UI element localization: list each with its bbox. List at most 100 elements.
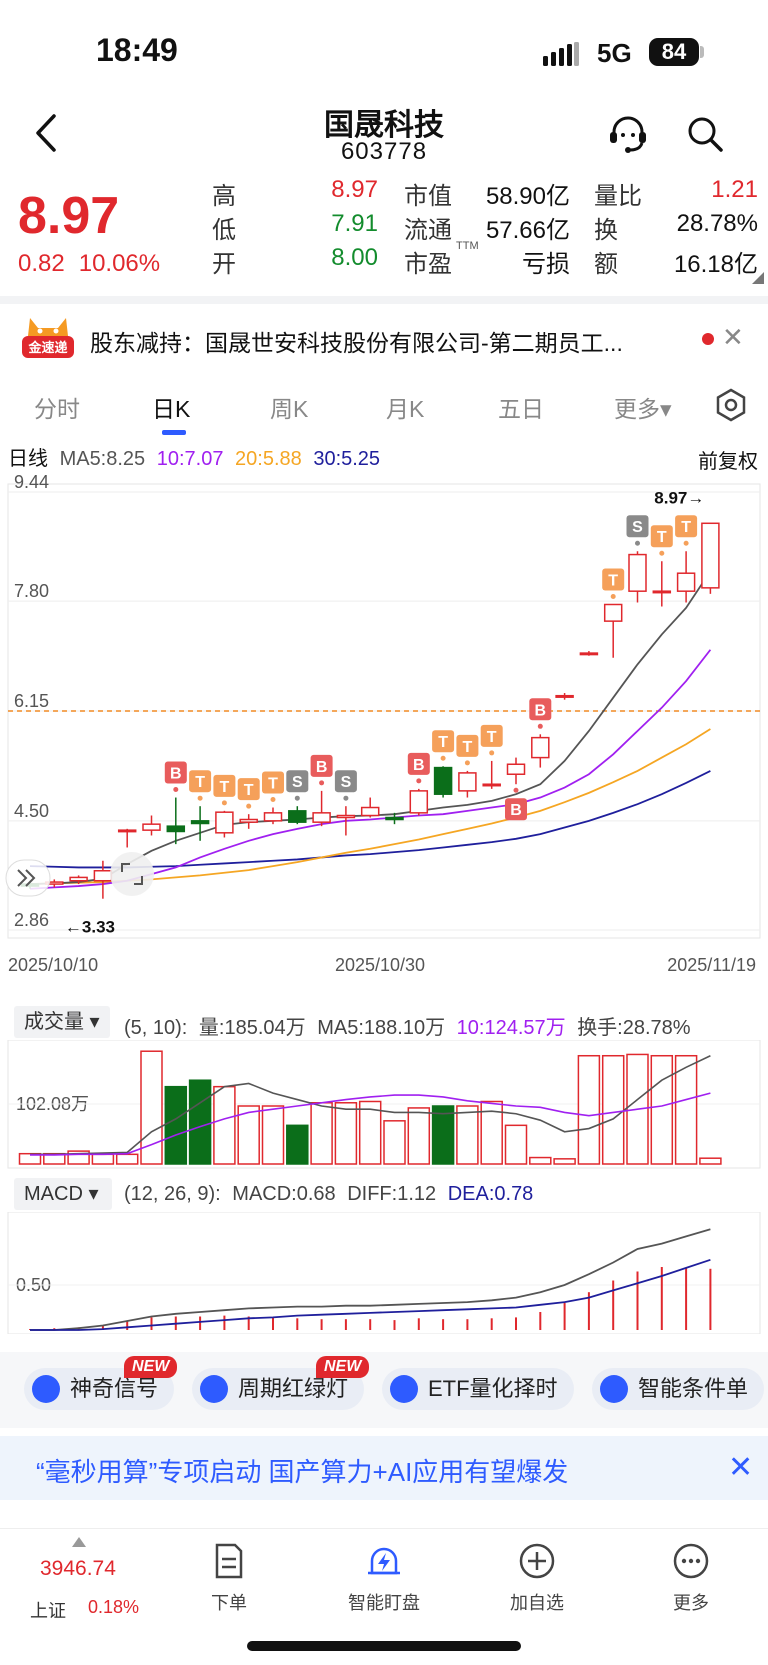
- nav-order[interactable]: 下单: [174, 1541, 284, 1615]
- volume-ma10-line: [30, 1092, 711, 1156]
- ma5-value: MA5:8.25: [59, 448, 146, 470]
- settings-icon[interactable]: [714, 388, 748, 422]
- adjust-mode[interactable]: 前复权: [698, 451, 758, 473]
- feature-smart-order[interactable]: 智能条件单: [592, 1368, 764, 1410]
- signal-dot: [489, 750, 495, 756]
- feature-cycle-light[interactable]: 周期红绿灯 NEW: [192, 1356, 370, 1410]
- signal-badge: [529, 698, 552, 721]
- candle: [628, 551, 647, 603]
- volume-value: 量:185.04万: [198, 1017, 306, 1039]
- candle: [409, 788, 429, 816]
- notice-close-icon[interactable]: ✕: [722, 322, 744, 352]
- signal-label: B: [413, 757, 425, 774]
- notice-text: 股东减持：国晟世安科技股份有限公司-第二期员工...: [90, 330, 623, 356]
- volume-bar: [237, 1105, 260, 1165]
- signal-badge: [310, 754, 333, 777]
- nav-label: 更多: [673, 1593, 709, 1613]
- back-icon[interactable]: [28, 108, 68, 158]
- candle: [506, 757, 526, 785]
- promo-banner[interactable]: “毫秒用算”专项启动 国产算力+AI应用有望爆发 ✕: [0, 1436, 768, 1500]
- mktcap-label: 市值: [404, 183, 452, 210]
- ma-legend: 日线 MA5:8.25 10:7.07 20:5.88 30:5.25: [8, 442, 386, 471]
- signal-badge: [189, 770, 212, 793]
- volume-bar: [553, 1158, 576, 1165]
- volume-indicator-selector[interactable]: 成交量 ▾: [14, 1006, 110, 1038]
- tab-monthly-k[interactable]: 月K: [386, 396, 425, 422]
- signal-marker: S: [626, 515, 649, 546]
- ma20-value: 20:5.88: [235, 448, 302, 470]
- candle-body: [93, 870, 113, 882]
- change-value: 0.82: [18, 250, 65, 277]
- macd-frame: [7, 1212, 761, 1334]
- signal-label: T: [608, 572, 618, 589]
- volume-chart[interactable]: 102.08万: [0, 1040, 768, 1170]
- index-value: 3946.74: [40, 1557, 116, 1580]
- volume-bar: [431, 1105, 455, 1165]
- expand-corner-icon[interactable]: [752, 272, 764, 284]
- nav-add-watchlist[interactable]: 加自选: [482, 1541, 592, 1615]
- signal-dot: [197, 795, 203, 801]
- tab-weekly-k[interactable]: 周K: [270, 396, 309, 422]
- signal-dot: [246, 803, 252, 809]
- change-percent: 10.06%: [78, 250, 161, 277]
- signal-dot: [173, 787, 179, 793]
- signal-icon: [543, 42, 579, 66]
- nav-smart-watch[interactable]: 智能盯盘: [329, 1541, 439, 1615]
- signal-dot: [464, 760, 470, 766]
- quote-panel: 8.97 0.82 10.06% 高 低 开 8.97 7.91 8.00 市值 …: [0, 172, 768, 290]
- banner-close-icon[interactable]: ✕: [728, 1451, 754, 1484]
- index-widget[interactable]: 3946.74 上证 0.18%: [0, 1529, 150, 1639]
- battery-icon: 84: [649, 38, 699, 66]
- signal-marker: S: [286, 770, 309, 801]
- candle: [117, 828, 137, 848]
- signal-marker: T: [675, 515, 698, 546]
- battery-cap: [700, 46, 704, 58]
- tab-five-day[interactable]: 五日: [498, 396, 544, 422]
- y-tick-label: 4.50: [14, 801, 49, 821]
- pe-value: 亏损: [522, 251, 570, 278]
- feature-etf-timing[interactable]: ETF量化择时: [382, 1368, 574, 1410]
- signal-label: B: [510, 802, 522, 819]
- volume-bar: [456, 1105, 479, 1165]
- volume-bar: [577, 1054, 601, 1165]
- tab-intraday[interactable]: 分时: [34, 396, 80, 422]
- volume-turnover: 换手:28.78%: [577, 1017, 691, 1039]
- price-change: 0.82 10.06%: [18, 250, 174, 278]
- notice-bar[interactable]: 金速递 股东减持：国晟世安科技股份有限公司-第二期员工...: [0, 306, 768, 372]
- low-value: 7.91: [331, 210, 378, 237]
- candle-body: [190, 820, 210, 825]
- volume-bar: [261, 1105, 285, 1165]
- tab-more[interactable]: 更多▾: [614, 396, 672, 422]
- candle-body: [166, 825, 186, 833]
- feature-magic-signal[interactable]: 神奇信号 NEW: [24, 1356, 178, 1410]
- signal-label: T: [268, 776, 278, 793]
- candle: [701, 522, 720, 594]
- tab-daily-k[interactable]: 日K: [152, 396, 191, 422]
- nav-more[interactable]: 更多: [636, 1541, 746, 1615]
- plus-circle-icon: [519, 1543, 555, 1579]
- express-logo-text: 金速递: [27, 340, 67, 355]
- signal-marker: T: [456, 734, 479, 766]
- search-icon[interactable]: [685, 114, 725, 154]
- up-triangle-icon: [72, 1537, 86, 1547]
- signal-label: T: [438, 734, 448, 751]
- customer-service-icon[interactable]: [606, 112, 650, 156]
- signal-badge: [164, 761, 187, 784]
- dea-value: DEA:0.78: [447, 1183, 534, 1205]
- stock-name: 国晟科技: [324, 109, 444, 142]
- pe-label: 市盈: [404, 251, 452, 278]
- signal-badge: [334, 770, 357, 793]
- candle-body: [288, 810, 307, 823]
- active-tab-indicator: [162, 430, 186, 435]
- signal-marker: B: [505, 787, 527, 821]
- signal-marker: T: [213, 774, 236, 806]
- index-name: 上证: [30, 1601, 66, 1621]
- signal-label: B: [170, 766, 182, 783]
- high-label: 高: [212, 183, 236, 210]
- candlestick-chart[interactable]: 9.44 7.80 6.15 4.50 2.86 2025/10/10 2025/10/30…: [0, 472, 768, 972]
- macd-chart[interactable]: 0.50: [0, 1212, 768, 1334]
- signal-label: B: [316, 759, 328, 776]
- macd-indicator-selector[interactable]: MACD ▾: [14, 1178, 112, 1210]
- candle: [288, 806, 307, 825]
- signal-label: T: [220, 779, 230, 796]
